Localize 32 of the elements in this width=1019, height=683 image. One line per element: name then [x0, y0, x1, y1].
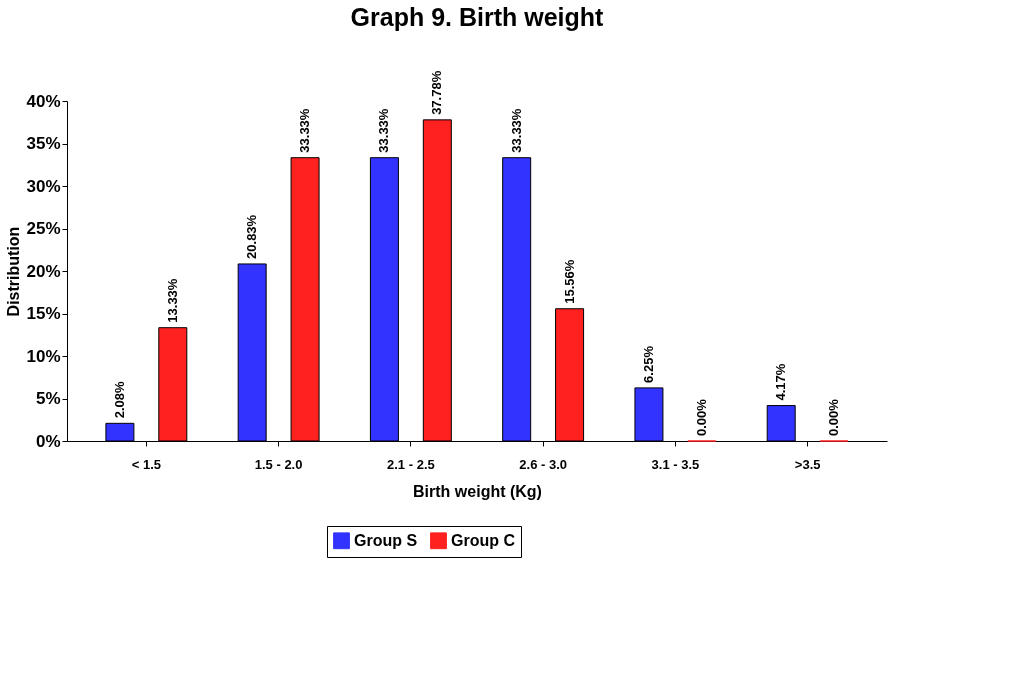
x-tick-label: 2.6 - 3.0	[519, 456, 567, 472]
x-tick-label: 3.1 - 3.5	[651, 456, 700, 472]
y-tick-label: 20%	[26, 261, 61, 281]
y-axis-title: Distribution	[5, 226, 23, 317]
chart-title: Graph 9. Birth weight	[350, 2, 605, 31]
y-tick-label: 35%	[26, 134, 61, 153]
data-label: 33.33%	[297, 108, 313, 153]
data-label: 13.33%	[164, 278, 180, 323]
x-axis-title: Birth weight (Kg)	[413, 482, 542, 500]
x-tick-label: 2.1 - 2.5	[387, 456, 435, 472]
x-tick-label: 1.5 - 2.0	[254, 456, 303, 472]
y-tick-label: 5%	[35, 389, 61, 408]
x-tick-label: >3.5	[794, 456, 821, 472]
y-tick-label: 40%	[26, 91, 61, 111]
data-label: 4.17%	[773, 363, 789, 401]
data-label: 33.33%	[376, 108, 392, 153]
data-label: 20.83%	[244, 214, 260, 259]
data-label: 0.00%	[826, 398, 842, 436]
y-tick-label: 25%	[26, 219, 61, 238]
data-label: 15.56%	[561, 259, 577, 304]
data-label: 0.00%	[693, 398, 709, 436]
legend-label: Group C	[451, 531, 516, 549]
data-label: 37.78%	[429, 70, 445, 115]
y-tick-label: 15%	[26, 304, 61, 323]
legend-label: Group S	[354, 531, 418, 549]
data-label: 33.33%	[508, 108, 524, 153]
y-tick-label: 30%	[26, 176, 61, 196]
x-tick-label: < 1.5	[131, 456, 161, 472]
y-tick-label: 0%	[35, 431, 61, 451]
data-label: 6.25%	[640, 345, 656, 383]
y-tick-label: 10%	[26, 346, 61, 366]
data-label: 2.08%	[111, 381, 127, 419]
